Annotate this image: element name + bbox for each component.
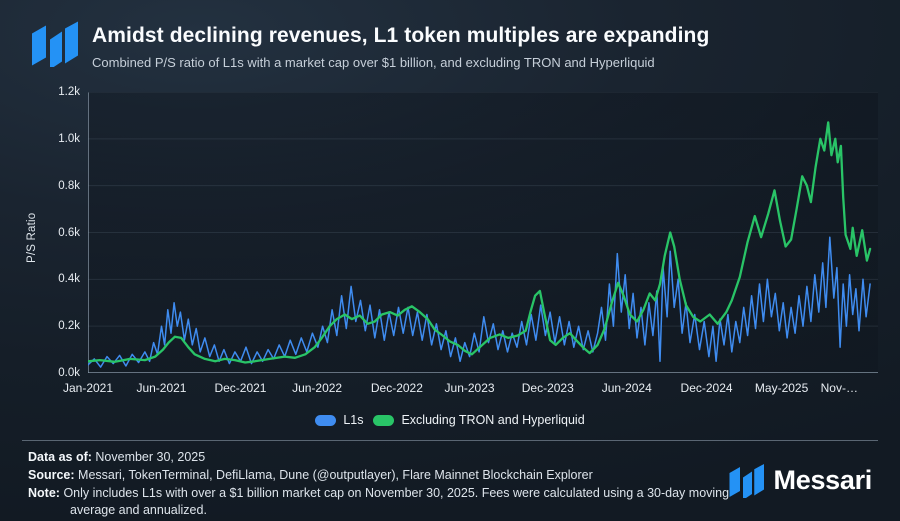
- x-tick-label-May-2025: May-2025: [754, 381, 809, 395]
- y-tick-label-0.0k: 0.0k: [58, 367, 80, 379]
- excluding-tron-and-hyperliquid-line-series: [88, 121, 872, 364]
- legend-item: Excluding TRON and Hyperliquid: [373, 413, 585, 427]
- note-row: Note: Only includes L1s with over a $1 b…: [28, 485, 734, 519]
- messari-wordmark: Messari: [728, 463, 872, 498]
- y-tick-label-1.0k: 1.0k: [58, 132, 80, 145]
- page-subtitle: Combined P/S ratio of L1s with a market …: [92, 55, 655, 70]
- source-row: Source: Messari, TokenTerminal, DefiLlam…: [28, 467, 872, 484]
- chart-legend: L1s Excluding TRON and Hyperliquid: [0, 410, 900, 430]
- x-tick-label-Jun-2021: Jun-2021: [136, 381, 187, 395]
- source-value: Messari, TokenTerminal, DefiLlama, Dune …: [78, 468, 593, 482]
- x-tick-label-Jan-2021: Jan-2021: [62, 381, 114, 395]
- x-tick-label-Jun-2022: Jun-2022: [292, 381, 343, 395]
- legend-swatch-icon: [373, 414, 395, 426]
- y-tick-label-0.4k: 0.4k: [58, 273, 80, 286]
- report-footer: Data as of: November 30, 2025 Source: Me…: [22, 440, 878, 521]
- legend-swatch-icon: [315, 414, 337, 426]
- note-value: Only includes L1s with over a $1 billion…: [63, 486, 730, 517]
- y-tick-label-0.8k: 0.8k: [58, 179, 80, 192]
- l1s-line-series: [88, 236, 871, 368]
- messari-logo-icon-footer: [729, 464, 764, 498]
- x-tick-label-Dec-2022: Dec-2022: [370, 381, 423, 395]
- data-as-of-label: Data as of:: [28, 450, 92, 464]
- y-tick-label-1.2k: 1.2k: [58, 86, 80, 98]
- y-tick-label-0.2k: 0.2k: [58, 320, 80, 333]
- brand-name: Messari: [773, 465, 873, 495]
- source-label: Source:: [28, 468, 75, 482]
- data-as-of-value: November 30, 2025: [95, 450, 206, 464]
- legend-item: L1s: [315, 413, 363, 427]
- x-tick-label-Dec-2021: Dec-2021: [214, 381, 267, 395]
- page-title: Amidst declining revenues, L1 token mult…: [92, 24, 710, 47]
- y-tick-label-0.6k: 0.6k: [58, 226, 80, 239]
- note-label: Note:: [28, 486, 60, 500]
- x-tick-label-Dec-2023: Dec-2023: [521, 381, 574, 395]
- legend-label: L1s: [343, 413, 364, 427]
- data-as-of-row: Data as of: November 30, 2025: [28, 449, 872, 466]
- ps-ratio-chart: P/S Ratio 0.0k 0.2k 0.4k 0.6k 0.8k 1.0k 1.2k J…: [0, 85, 900, 437]
- x-tick-label-Nov-: Nov-…: [820, 381, 858, 395]
- x-tick-label-Jun-2024: Jun-2024: [601, 381, 652, 395]
- line-chart-plot: [88, 92, 878, 373]
- x-tick-label-Jun-2023: Jun-2023: [444, 381, 495, 395]
- messari-logo-icon: [32, 21, 78, 67]
- legend-label: Excluding TRON and Hyperliquid: [401, 413, 585, 427]
- x-tick-label-Dec-2024: Dec-2024: [680, 381, 733, 395]
